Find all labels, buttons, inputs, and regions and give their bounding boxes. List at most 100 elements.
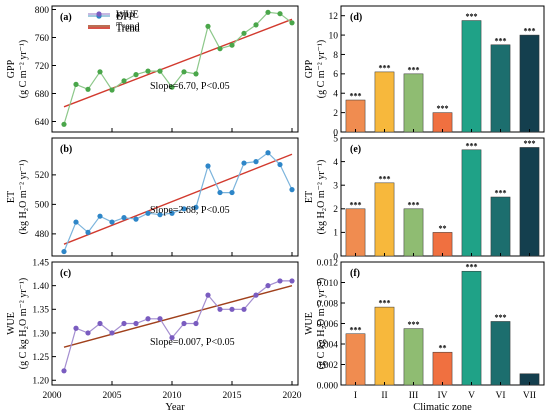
data-point <box>169 210 175 216</box>
x-tick-label: 2015 <box>223 391 242 401</box>
data-point <box>265 9 271 15</box>
x-tick-label: I <box>354 391 357 401</box>
data-point <box>277 11 283 17</box>
y-tick-label: 4 <box>333 158 338 168</box>
y-tick-label: 760 <box>35 34 50 44</box>
bar <box>403 73 424 133</box>
significance-label: *** <box>350 325 362 334</box>
y-tick-label: 0.010 <box>317 279 339 289</box>
data-point <box>253 22 259 28</box>
y-axis-label: ET <box>6 191 17 203</box>
trend-line <box>63 18 293 108</box>
data-point <box>277 161 283 168</box>
bar <box>374 71 395 133</box>
trend-line <box>63 153 293 245</box>
significance-label: *** <box>466 263 478 272</box>
y-tick-label: 4 <box>333 90 338 100</box>
data-point <box>169 335 175 341</box>
y-tick-label: 1.20 <box>32 377 49 387</box>
bar <box>345 208 366 257</box>
x-axis-label: Climatic zone <box>413 402 472 413</box>
y-tick-label: 8 <box>333 51 338 61</box>
slope-annotation: Slope=2.68, P<0.05 <box>150 205 230 216</box>
data-point <box>145 316 151 322</box>
significance-label: *** <box>495 313 507 322</box>
data-point <box>205 163 211 169</box>
data-point <box>217 46 223 52</box>
data-point <box>73 81 79 87</box>
bar <box>461 149 482 257</box>
y-tick-label: 3 <box>333 182 338 192</box>
y-axis-unit: (g C kg H₂O m⁻² yr⁻¹) <box>316 278 327 369</box>
y-axis-unit: (g C m⁻² yr⁻¹) <box>18 40 29 99</box>
y-tick-label: 0.002 <box>317 361 339 371</box>
data-point <box>241 30 247 36</box>
data-point <box>253 292 259 298</box>
bar <box>374 182 395 257</box>
data-point <box>229 42 235 48</box>
data-point <box>133 320 139 327</box>
x-tick-label: 2000 <box>43 391 62 401</box>
legend-label: Trend <box>116 22 140 33</box>
y-tick-label: 1.35 <box>32 306 49 316</box>
data-point <box>109 219 115 225</box>
y-axis-unit: (g C m⁻² yr⁻¹) <box>316 40 327 99</box>
significance-label: *** <box>350 200 362 209</box>
data-point <box>193 320 199 327</box>
data-point <box>109 87 115 93</box>
bar <box>461 20 482 133</box>
data-point <box>205 292 211 298</box>
y-tick-label: 0.000 <box>317 381 339 391</box>
data-point <box>85 330 91 336</box>
y-tick-label: 1.25 <box>32 353 49 363</box>
x-tick-label: V <box>468 391 475 401</box>
data-point <box>241 160 247 166</box>
data-point <box>97 69 103 75</box>
panel-label: (c) <box>60 268 71 279</box>
panel-label: (d) <box>350 12 362 23</box>
data-point <box>121 320 127 327</box>
data-point <box>181 69 187 75</box>
y-axis-unit: (g C kg H₂O m⁻² yr⁻¹) <box>18 278 29 369</box>
x-axis-label: Year <box>165 402 185 413</box>
y-tick-label: 6 <box>333 70 338 80</box>
bar <box>490 321 511 386</box>
significance-label: *** <box>379 63 391 72</box>
plot-frame <box>51 137 299 257</box>
y-tick-label: 1.45 <box>32 258 49 268</box>
y-tick-label: 720 <box>35 62 50 72</box>
data-point <box>61 121 67 127</box>
y-axis-label: GPP <box>304 59 315 78</box>
data-point <box>97 213 103 219</box>
data-point <box>265 283 271 289</box>
x-tick-label: 2010 <box>163 391 182 401</box>
legend-marker <box>96 11 102 17</box>
data-point <box>241 306 247 312</box>
data-point <box>73 219 79 225</box>
x-tick-label: IV <box>437 391 447 401</box>
significance-label: *** <box>466 12 478 21</box>
x-tick-label: VI <box>495 391 505 401</box>
significance-label: *** <box>350 92 362 101</box>
data-point <box>193 204 199 210</box>
legend-label: Trend <box>116 24 140 35</box>
y-tick-label: 0 <box>333 128 338 138</box>
y-axis-label: ET <box>304 191 315 203</box>
bar <box>374 306 395 386</box>
data-point <box>145 210 151 216</box>
bar <box>432 232 453 257</box>
x-tick-label: III <box>409 391 419 401</box>
legend-label: ET <box>116 12 128 23</box>
significance-label: *** <box>408 320 420 329</box>
data-point <box>121 78 127 84</box>
significance-label: ** <box>439 224 447 233</box>
y-axis-label: GPP <box>6 59 17 78</box>
plot-frame <box>51 5 299 133</box>
bar <box>490 44 511 133</box>
y-tick-label: 800 <box>35 6 50 16</box>
bar <box>432 351 453 386</box>
y-tick-label: 680 <box>35 90 50 100</box>
